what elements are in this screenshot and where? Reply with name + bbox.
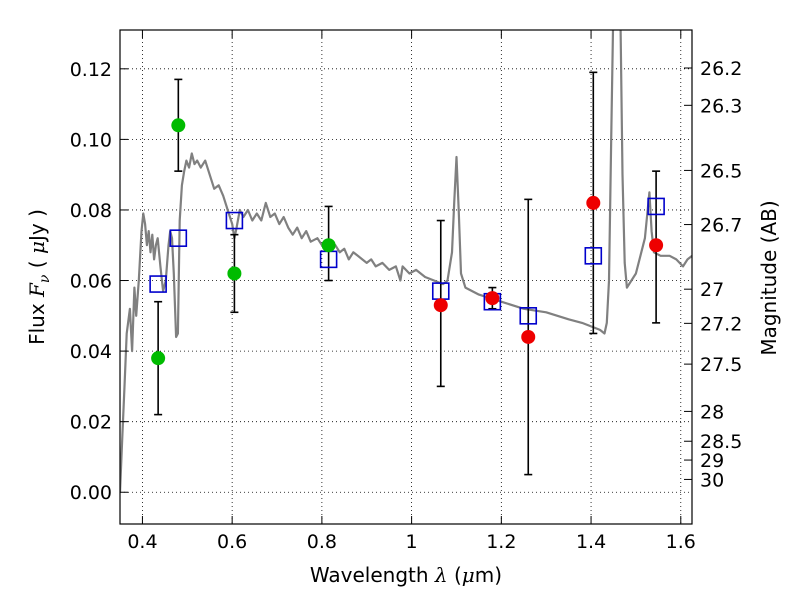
y2-axis-label: Magnitude (AB): [757, 200, 781, 355]
y2-tick-label: 30: [700, 469, 724, 491]
y2-tick-label: 26.5: [700, 160, 742, 182]
plot-frame: [119, 29, 693, 525]
observed-flux-point: [521, 329, 536, 344]
observed-flux-point: [433, 298, 448, 313]
y2-tick-label: 28: [700, 401, 724, 423]
tick-labels: 0.4 0.6 0.8 1 1.2 1.4 1.6 0.00 0.02 0.04 0.06 0.08 0…: [70, 58, 743, 553]
y-tick-label: 0.08: [70, 200, 112, 222]
y-axis-label: Flux Fν ( μJy ): [25, 209, 53, 345]
y-tick-label: 0.12: [70, 59, 112, 81]
observed-flux-point: [227, 266, 242, 281]
x-tick-label: 0.4: [127, 531, 157, 553]
x-tick-label: 0.8: [307, 531, 337, 553]
observed-flux-point: [649, 238, 664, 253]
y2-tick-label: 27.2: [700, 313, 742, 335]
y2-tick-label: 27: [700, 279, 724, 301]
y2-tick-label: 27.5: [700, 354, 742, 376]
model-photometry-point: [225, 211, 244, 230]
y-tick-label: 0.10: [70, 129, 112, 151]
grid: [120, 30, 692, 524]
model-photometry-point: [169, 229, 188, 247]
observed-flux-point: [151, 351, 166, 366]
observed-flux-point: [586, 195, 601, 210]
y-tick-label: 0.06: [70, 271, 112, 293]
observed-flux-point: [485, 291, 500, 306]
model-photometry-point: [149, 275, 167, 293]
y2-tick-label: 26.7: [700, 215, 742, 237]
x-axis-label: Wavelength λ (μm): [310, 563, 502, 587]
x-tick-label: 1: [406, 531, 418, 553]
model-photometry-point: [584, 247, 603, 265]
x-tick-label: 0.6: [217, 531, 247, 553]
y2-tick-label: 26.2: [700, 58, 742, 80]
x-tick-label: 1.2: [486, 531, 516, 553]
y2-tick-label: 26.3: [700, 95, 742, 117]
sed-model-line: [120, 30, 692, 493]
x-tick-label: 1.4: [576, 531, 606, 553]
y-tick-label: 0.02: [70, 412, 112, 434]
observed-flux-point: [321, 238, 336, 253]
plot-area: [120, 30, 692, 524]
x-tick-label: 1.6: [666, 531, 696, 553]
y-tick-label: 0.00: [70, 482, 112, 504]
observed-flux-point: [171, 118, 186, 133]
model-photometry-point: [647, 197, 665, 216]
y2-tick-label: 29: [700, 450, 724, 472]
y2-tick-label: 28.5: [700, 431, 742, 453]
ticks: [120, 30, 692, 524]
y-tick-label: 0.04: [70, 341, 112, 363]
plot-content: [120, 30, 692, 493]
model-photometry-point: [519, 307, 538, 325]
